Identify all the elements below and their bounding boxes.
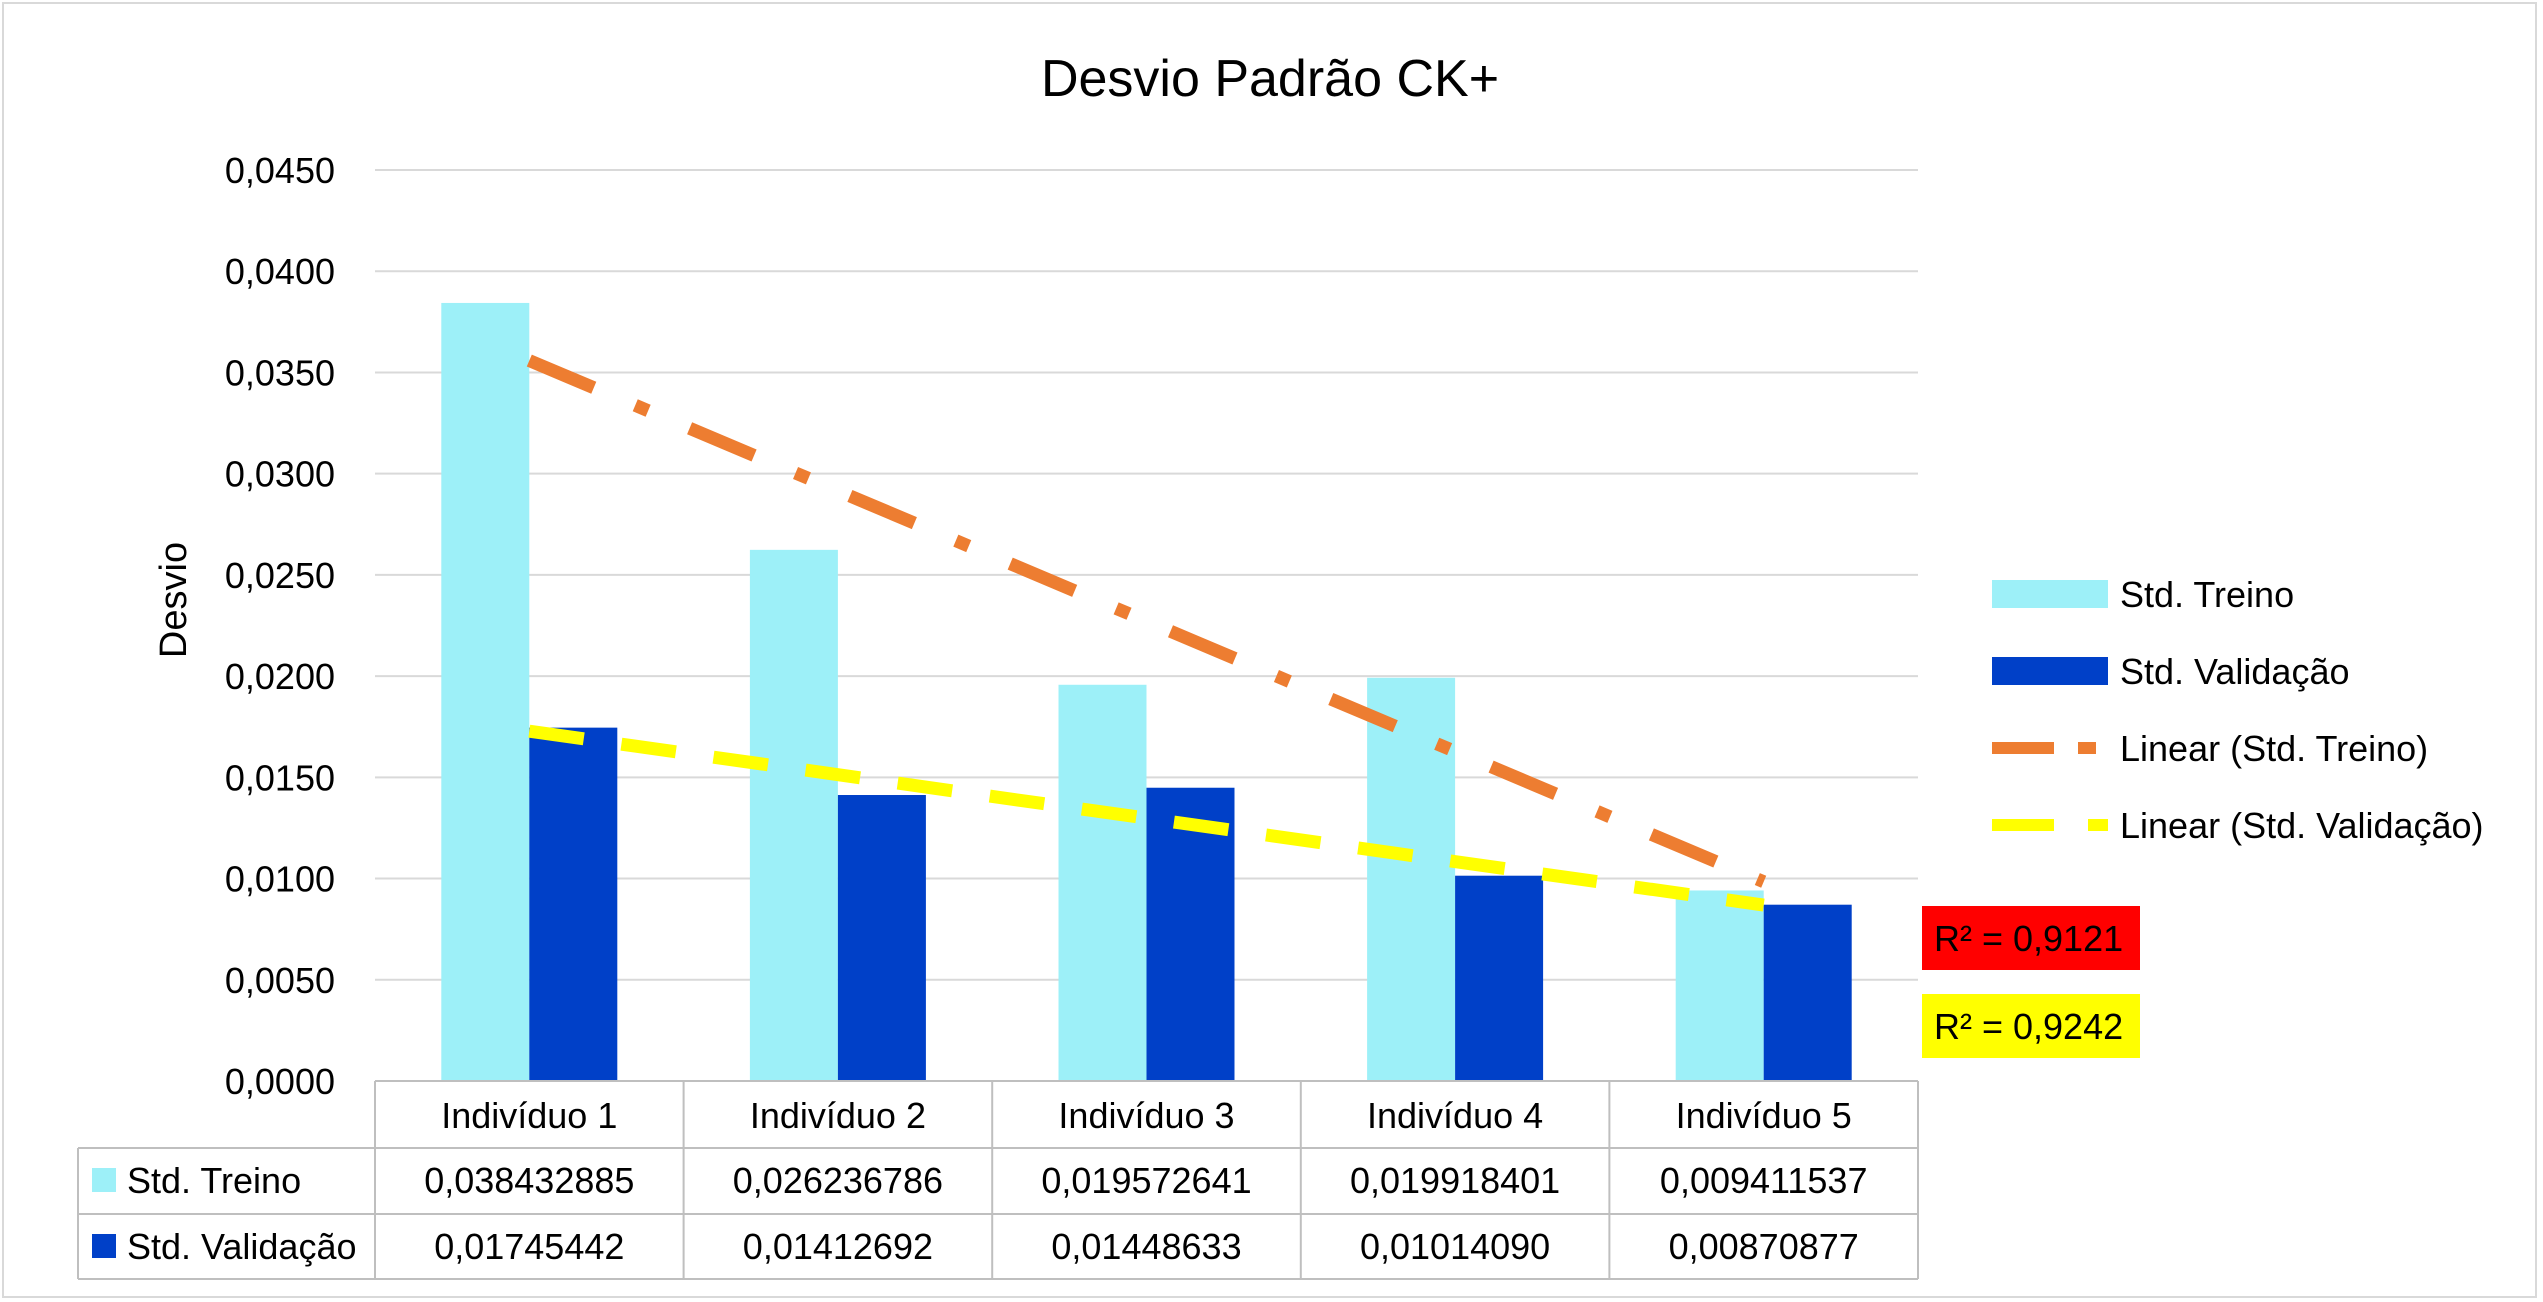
bar-treino [1675,890,1764,1081]
legend: Std. Treino Std. Validação Linear (Std. Tr… [1992,574,2484,846]
r2-box [1922,994,2140,1058]
trendline-validacao [528,724,1765,912]
y-tick-label: 0,0150 [225,757,335,798]
table-cell: 0,01412692 [743,1226,933,1267]
y-tick-label: 0,0350 [225,352,335,393]
legend-label: Std. Validação [2120,651,2349,692]
x-tick-label: Indivíduo 2 [750,1095,926,1136]
table-cell: 0,019572641 [1041,1160,1251,1201]
y-tick-label: 0,0250 [225,555,335,596]
data-table: Indivíduo 1 Indivíduo 2 Indivíduo 3 Indivíd… [77,1080,1919,1280]
table-cell: 0,038432885 [424,1160,634,1201]
r2-label: R² = 0,9121 [1934,918,2123,959]
y-tick-label: 0,0200 [225,656,335,697]
legend-key [1992,657,2108,685]
table-cell: 0,01745442 [434,1226,624,1267]
bar-validacao [529,727,618,1081]
chart-title: Desvio Padrão CK+ [1041,50,1499,108]
table-cell: 0,009411537 [1660,1160,1868,1201]
table-cell: 0,019918401 [1350,1160,1560,1201]
legend-label: Std. Treino [2120,574,2294,615]
table-cell: 0,00870877 [1669,1226,1859,1267]
bar-treino [1367,677,1456,1081]
table-series-name: Std. Validação [127,1226,356,1267]
x-tick-label: Indivíduo 3 [1058,1095,1234,1136]
bar-validacao [1455,875,1544,1081]
table-series-name: Std. Treino [127,1160,301,1201]
y-axis-label: Desvio [153,542,195,658]
y-tick-label: 0,0000 [225,1061,335,1102]
legend-label: Linear (Std. Treino) [2120,728,2428,769]
table-cell: 0,026236786 [733,1160,943,1201]
x-tick-label: Indivíduo 4 [1367,1095,1543,1136]
legend-key [1992,580,2108,608]
y-tick-label: 0,0300 [225,454,335,495]
x-tick-label: Indivíduo 1 [441,1095,617,1136]
r2-label: R² = 0,9242 [1934,1006,2123,1047]
table-cell: 0,01014090 [1360,1226,1550,1267]
bar-treino [1058,684,1147,1081]
trendlines [526,354,1767,912]
bar-validacao [1146,787,1235,1081]
table-cell: 0,01448633 [1051,1226,1241,1267]
y-axis-ticks: 0,0000 0,0050 0,0100 0,0150 0,0200 0,0250 0,03… [225,150,335,1102]
table-legend-key [92,1234,116,1258]
bar-validacao [837,795,926,1081]
table-legend-key [92,1168,116,1192]
bars [441,302,1852,1081]
bar-treino [749,549,838,1081]
r2-labels: R² = 0,9121 R² = 0,9242 [1922,906,2140,1058]
y-tick-label: 0,0400 [225,251,335,292]
legend-label: Linear (Std. Validação) [2120,805,2484,846]
bar-treino [441,302,530,1081]
x-tick-label: Indivíduo 5 [1676,1095,1852,1136]
y-tick-label: 0,0450 [225,150,335,191]
bar-validacao [1763,904,1852,1081]
y-tick-label: 0,0050 [225,960,335,1001]
trendline-treino [526,354,1767,888]
y-tick-label: 0,0100 [225,859,335,900]
r2-box [1922,906,2140,970]
